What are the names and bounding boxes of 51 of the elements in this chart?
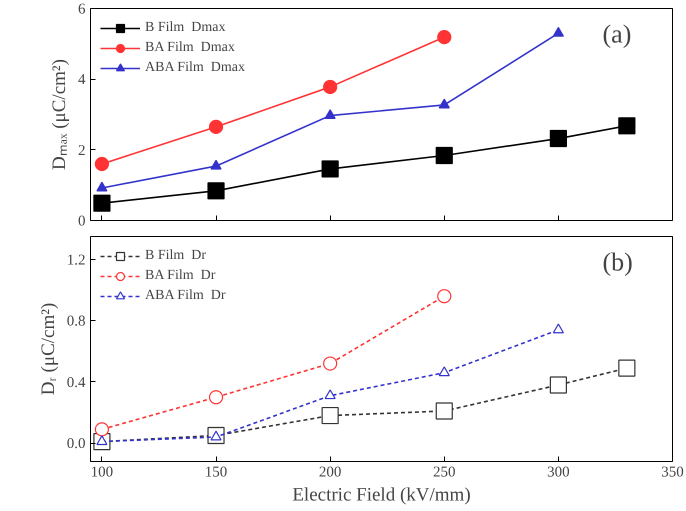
y-tick-label: 0 — [78, 214, 86, 230]
point — [94, 156, 110, 172]
legend-label: BA Film Dmax — [145, 40, 235, 56]
point — [208, 390, 224, 404]
y-tick-label: 1.2 — [66, 252, 86, 268]
annotation: (b) — [602, 248, 633, 276]
legend-label: BA Film Dr — [145, 268, 216, 284]
legend-label: ABA Film Dmax — [145, 60, 245, 76]
x-tick-label: 200 — [318, 464, 342, 480]
point — [552, 26, 564, 37]
point — [550, 376, 567, 394]
y-tick-label: 2 — [78, 142, 86, 159]
point — [210, 160, 222, 170]
x-tick-label: 350 — [661, 464, 684, 480]
point — [323, 356, 338, 371]
x-tick-label: 100 — [90, 464, 114, 480]
point — [323, 80, 338, 94]
point — [324, 389, 336, 400]
y-tick-label: 0.8 — [66, 314, 86, 330]
point — [438, 366, 450, 376]
point — [438, 98, 450, 108]
x-tick-label: 250 — [433, 464, 456, 480]
legend-label: B Film Dr — [145, 248, 206, 264]
point — [437, 30, 452, 44]
legend-label: B Film Dmax — [145, 20, 226, 36]
y-tick-label: 4 — [78, 72, 86, 88]
point — [94, 422, 110, 436]
x-axis-title: Electric Field (kV/mm) — [292, 484, 471, 506]
point — [207, 182, 225, 200]
point — [436, 146, 453, 164]
point — [618, 117, 636, 134]
x-tick-label: 300 — [547, 464, 570, 480]
y-tick-label: 6 — [78, 2, 86, 18]
annotation: (a) — [602, 20, 632, 48]
point — [437, 289, 452, 304]
point — [93, 194, 111, 212]
point — [96, 182, 108, 192]
x-tick-label: 150 — [204, 464, 228, 480]
point — [208, 120, 224, 134]
point — [550, 130, 567, 148]
point — [618, 360, 636, 377]
legend-label: ABA Film Dr — [145, 288, 226, 304]
y-axis-title: Dᵣ (μC/cm²) — [38, 302, 59, 396]
point — [436, 402, 453, 420]
point — [552, 323, 564, 334]
y-tick-label: 0.4 — [66, 374, 86, 391]
y-axis-title: Dₘₐₓ (μC/cm²) — [49, 59, 70, 170]
point — [324, 109, 336, 120]
point — [322, 160, 339, 178]
point — [322, 406, 339, 424]
y-tick-label: 0.0 — [66, 436, 86, 452]
